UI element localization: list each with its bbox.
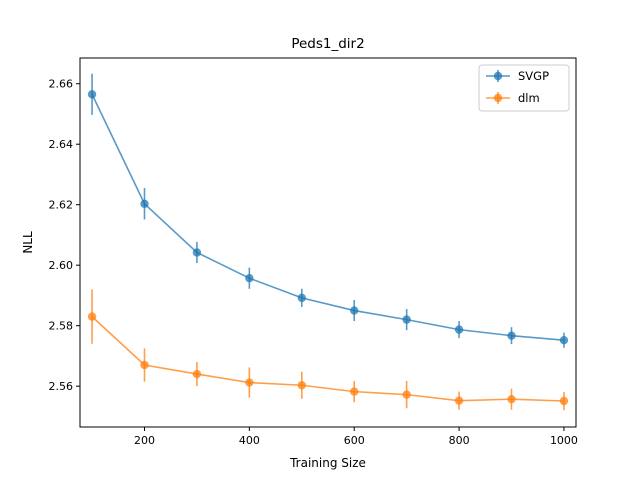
data-point <box>140 199 149 208</box>
y-tick-label: 2.58 <box>49 320 74 333</box>
x-tick-label: 800 <box>449 434 470 447</box>
y-tick-label: 2.64 <box>49 138 74 151</box>
y-axis: 2.56 2.58 2.60 2.62 2.64 2.66 <box>49 78 80 393</box>
data-point <box>559 396 569 406</box>
series-dlm <box>87 289 569 411</box>
data-point <box>87 90 97 99</box>
x-tick-label: 600 <box>344 434 365 447</box>
data-point <box>245 273 254 283</box>
legend: SVGP dlm <box>478 64 570 112</box>
data-point <box>192 369 202 379</box>
x-axis-label: Training Size <box>289 456 366 470</box>
legend-label: SVGP <box>518 69 549 83</box>
legend-label: dlm <box>518 91 540 105</box>
data-point <box>454 396 464 405</box>
y-tick-label: 2.60 <box>49 259 74 272</box>
data-point <box>507 331 516 340</box>
y-tick-label: 2.62 <box>49 199 74 212</box>
legend-entry-svgp: SVGP <box>486 69 549 83</box>
x-tick-label: 200 <box>134 434 155 447</box>
data-point <box>297 381 306 390</box>
y-axis-label: NLL <box>21 231 35 254</box>
chart-title: Peds1_dir2 <box>291 36 364 52</box>
data-point <box>297 293 306 303</box>
data-point <box>402 315 411 324</box>
data-point <box>454 325 464 334</box>
legend-entry-dlm: dlm <box>486 91 540 105</box>
x-axis: 200 400 600 800 1000 <box>134 427 578 447</box>
x-tick-label: 400 <box>239 434 260 447</box>
data-point <box>245 378 254 387</box>
data-point <box>559 335 569 345</box>
x-tick-label: 1000 <box>550 434 578 447</box>
data-point <box>507 394 516 404</box>
data-point <box>87 312 97 321</box>
data-point <box>350 306 359 315</box>
series-svgp <box>87 73 569 348</box>
plot-area <box>87 73 569 411</box>
data-point <box>140 360 149 370</box>
y-tick-label: 2.56 <box>49 380 74 393</box>
legend-marker <box>493 93 503 103</box>
y-tick-label: 2.66 <box>49 78 74 91</box>
data-point <box>402 390 411 399</box>
series-line <box>91 93 565 341</box>
data-point <box>350 387 359 396</box>
data-point <box>192 248 202 257</box>
axes-frame <box>79 57 577 428</box>
legend-marker <box>493 71 503 81</box>
series-line <box>91 316 564 402</box>
